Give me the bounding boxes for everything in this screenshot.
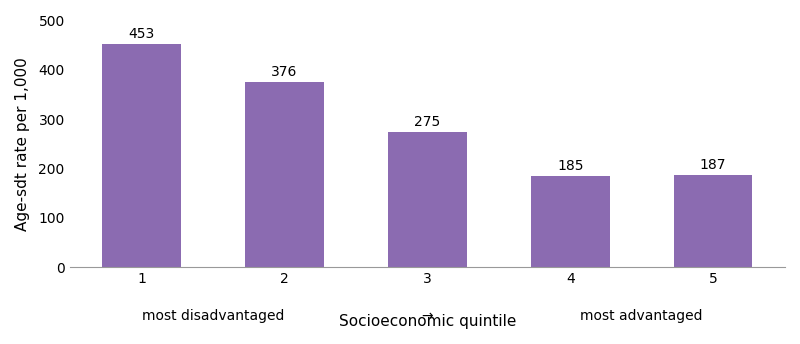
Text: 185: 185 [557, 159, 583, 173]
Text: 275: 275 [414, 115, 441, 129]
Bar [102, 44, 181, 267]
Text: most disadvantaged: most disadvantaged [142, 309, 284, 323]
X-axis label: Socioeconomic quintile: Socioeconomic quintile [338, 314, 516, 329]
Text: 187: 187 [700, 158, 726, 172]
Text: →: → [422, 309, 433, 323]
Bar [388, 132, 466, 267]
Y-axis label: Age-sdt rate per 1,000: Age-sdt rate per 1,000 [15, 57, 30, 231]
Bar [245, 82, 324, 267]
Text: most advantaged: most advantaged [581, 309, 703, 323]
Bar [674, 175, 753, 267]
Text: 376: 376 [271, 65, 298, 79]
Text: 453: 453 [128, 27, 154, 41]
Bar [531, 176, 610, 267]
